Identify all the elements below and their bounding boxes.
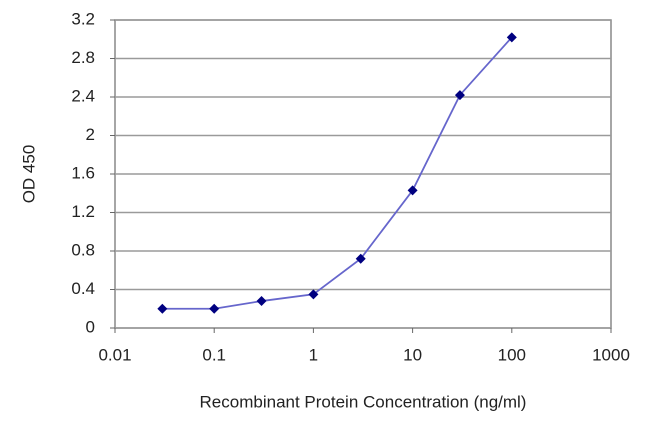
y-tick-label: 3.2 [71, 9, 95, 28]
x-tick-label: 100 [498, 345, 526, 364]
y-tick-label: 2.4 [71, 86, 95, 105]
data-point [209, 303, 220, 314]
data-point [355, 253, 366, 264]
x-tick-label: 1 [309, 345, 318, 364]
x-tick-label: 0.01 [98, 345, 131, 364]
y-tick-label: 0.8 [71, 240, 95, 259]
y-axis-label: OD 450 [19, 145, 38, 204]
y-tick-label: 2 [86, 125, 95, 144]
x-tick-label: 0.1 [202, 345, 226, 364]
data-point [506, 32, 517, 43]
data-point [308, 289, 319, 300]
data-line [162, 36, 513, 310]
y-tick-label: 0.4 [71, 279, 95, 298]
y-tick-label: 2.8 [71, 48, 95, 67]
y-tick-label: 1.6 [71, 163, 95, 182]
x-axis-label: Recombinant Protein Concentration (ng/ml… [200, 392, 527, 411]
y-tick-label: 0 [86, 317, 95, 336]
data-point [157, 303, 168, 314]
data-point [454, 90, 465, 101]
data-point [407, 185, 418, 196]
x-tick-label: 1000 [592, 345, 630, 364]
x-tick-label: 10 [403, 345, 422, 364]
data-point [256, 296, 267, 307]
y-tick-label: 1.2 [71, 202, 95, 221]
